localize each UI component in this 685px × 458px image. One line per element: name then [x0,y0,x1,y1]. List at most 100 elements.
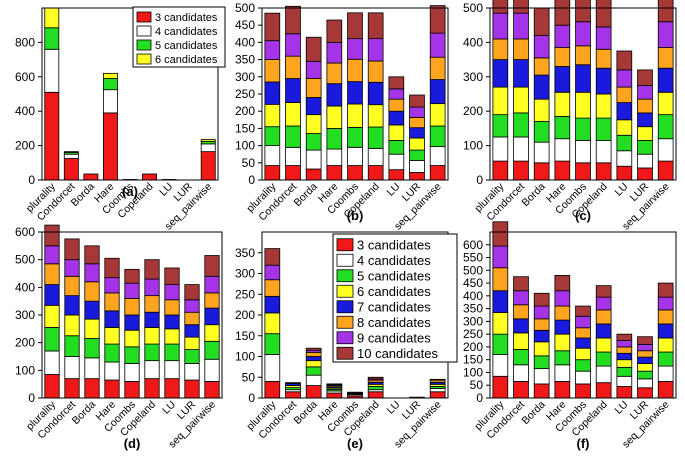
bar-segment [409,172,425,181]
bar-segment [264,59,281,83]
y-tick-label: 100 [463,365,483,379]
bar-segment [429,165,446,181]
bar-segment [104,310,120,328]
bar-segment [347,126,363,148]
bar-segment [637,363,653,372]
plot-frame [489,231,677,399]
bar-segment [367,60,384,83]
legend-swatch [336,331,354,345]
y-tick-label: 200 [15,139,35,153]
y-tick-label: 450 [235,18,255,32]
bar-segment [264,40,281,61]
bar-segment [285,125,301,148]
bar-segment [595,309,612,325]
bar-segment [204,255,220,277]
bar-segment [513,364,529,382]
bar-segment [44,91,60,181]
bar-segment [305,168,322,181]
legend-swatch [136,25,152,37]
bar-segment [164,314,180,330]
y-tick-label: 500 [15,253,35,267]
chart-panel-5: 050100150200250300350pluralityCondorcetB… [235,231,458,451]
bar-segment [326,392,343,399]
bar-segment [200,151,216,181]
bar-segment [616,352,633,361]
y-tick-label: 300 [463,314,483,328]
bar-segment [554,115,571,140]
bar-segment [554,0,571,26]
bar-segment [124,329,140,348]
bar-segment [595,67,612,95]
bar-segment [347,81,363,105]
bar-segment [326,105,343,129]
bar-segment [367,104,384,128]
bar-segment [305,114,322,134]
bar-segment [429,79,446,105]
bar-segment [305,149,322,170]
bar-segment [533,162,550,181]
panel-label: (f) [577,436,590,451]
bar-segment [326,42,343,64]
bar-segment [124,268,140,284]
y-tick-label: 350 [235,246,255,260]
bar-segment [144,278,160,297]
y-tick-label: 600 [463,238,483,252]
bar-segment [492,12,509,40]
bar-segment [513,332,529,350]
legend-label: 10 candidates [357,346,438,361]
bar-segment [264,145,281,166]
bar-segment [533,35,550,59]
bar-segment [554,290,571,307]
bar-segment [616,69,633,88]
bar-segment [554,138,571,162]
bar-segment [657,365,674,382]
bar-segment [575,140,591,164]
bar-segment [305,97,322,116]
y-tick-label: 400 [235,35,255,49]
bar-segment [657,21,674,48]
legend-swatch [336,253,354,267]
bar-segment [554,364,571,382]
chart-panel-6: 050100150200250300350400450500550600plur… [463,221,677,451]
y-tick-label: 350 [463,302,483,316]
y-tick-label: 250 [235,87,255,101]
bar-segment [104,361,120,381]
plot-frame [489,7,677,181]
y-tick-label: 600 [15,70,35,84]
bar-segment [575,91,591,119]
bar-segment [533,355,550,370]
bar-segment [388,140,405,155]
bar-segment [285,382,301,384]
bar-segment [347,12,363,40]
y-tick-label: 100 [235,139,255,153]
bar-segment [409,159,425,173]
bar-segment [533,141,550,164]
bar-segment [595,0,612,28]
bar-segment [204,292,220,309]
bar-segment [124,297,140,316]
bar-segment [84,300,100,320]
bar-segment [595,93,612,119]
bar-segment [492,312,509,335]
bar-segment [305,360,322,368]
y-tick-label: 0 [248,391,255,405]
bar-segment [513,86,529,114]
bar-segment [533,292,550,307]
bar-segment [657,114,674,140]
bar-segment [616,150,633,167]
bar-segment [637,387,653,399]
bar-segment [204,358,220,382]
legend-swatch [336,346,354,360]
bar-segment [554,305,571,321]
bar-segment [492,136,509,162]
bar-segment [409,94,425,108]
bar-segment [616,50,633,71]
bar-segment [657,351,674,367]
bar-segment [124,346,140,364]
y-tick-label: 600 [15,225,35,239]
bar-segment [124,314,140,331]
bar-segment [103,112,118,181]
bar-segment [84,338,100,359]
y-tick-label: 300 [15,308,35,322]
legend-swatch [336,238,354,252]
